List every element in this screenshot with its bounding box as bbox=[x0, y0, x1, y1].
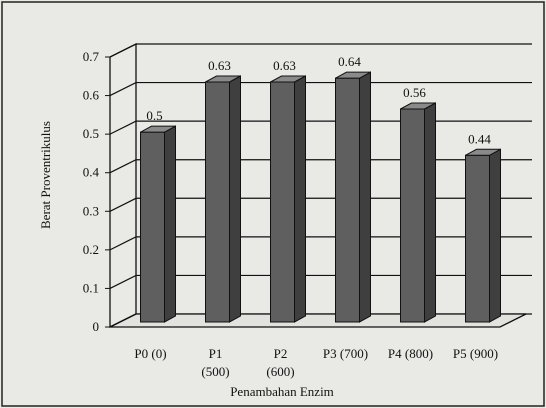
x-axis-title: Penambahan Enzim bbox=[230, 384, 334, 399]
data-label: 0.64 bbox=[338, 54, 361, 69]
bar-top bbox=[140, 125, 176, 133]
bar-top bbox=[270, 75, 306, 83]
bar-front bbox=[335, 77, 360, 323]
y-tick-label: 0.1 bbox=[83, 280, 99, 295]
bar-top bbox=[335, 71, 371, 79]
data-label: 0.63 bbox=[208, 58, 231, 73]
bar-side bbox=[424, 102, 436, 323]
bar-side bbox=[359, 71, 371, 323]
bars bbox=[140, 71, 501, 323]
y-tick-label: 0 bbox=[93, 319, 100, 334]
bar-side bbox=[164, 125, 176, 323]
data-label: 0.44 bbox=[468, 131, 491, 146]
y-tick-label: 0.2 bbox=[83, 242, 99, 257]
bar-side bbox=[294, 75, 306, 323]
data-labels: 0.5 0.63 0.63 0.64 0.56 0.44 bbox=[146, 54, 491, 146]
x-tick-label: P3 (700) bbox=[323, 346, 368, 361]
y-tick-label: 0.4 bbox=[83, 165, 100, 180]
bar-side bbox=[229, 75, 241, 323]
bar-front bbox=[270, 81, 295, 323]
x-tick-label: P2 (600) bbox=[266, 346, 294, 379]
data-label: 0.56 bbox=[403, 85, 426, 100]
x-tick-label: P1 (500) bbox=[201, 346, 229, 379]
bar bbox=[465, 148, 501, 323]
x-tick-label: P5 (900) bbox=[453, 346, 498, 361]
bar-top bbox=[400, 102, 436, 110]
bar-front bbox=[465, 154, 490, 323]
bar-top bbox=[465, 148, 501, 156]
bar bbox=[400, 102, 436, 323]
gridline bbox=[109, 43, 532, 58]
gridline bbox=[109, 81, 532, 97]
category-labels: P0 (0) P1 (500) P2 (600) P3 (700) P4 (800) P5 (… bbox=[134, 346, 498, 379]
bar-side bbox=[489, 148, 501, 323]
x-tick-label: P0 (0) bbox=[134, 346, 166, 361]
bar-front bbox=[140, 131, 165, 323]
chart-side-wall bbox=[109, 42, 137, 329]
y-tick-label: 0.5 bbox=[83, 126, 99, 141]
y-tick-label: 0.3 bbox=[83, 203, 99, 218]
y-tick-label: 0.7 bbox=[83, 49, 100, 64]
data-label: 0.63 bbox=[273, 58, 296, 73]
bar-top bbox=[205, 75, 241, 83]
x-tick-label: P4 (800) bbox=[388, 346, 433, 361]
data-label: 0.5 bbox=[146, 108, 162, 123]
bar bbox=[205, 75, 241, 323]
y-axis-title: Berat Proventrikulus bbox=[38, 121, 53, 229]
bar-front bbox=[205, 81, 230, 323]
bar bbox=[270, 75, 306, 323]
bar bbox=[335, 71, 371, 323]
y-tick-label: 0.6 bbox=[83, 88, 100, 103]
bar bbox=[140, 125, 176, 323]
bar-front bbox=[400, 108, 425, 323]
